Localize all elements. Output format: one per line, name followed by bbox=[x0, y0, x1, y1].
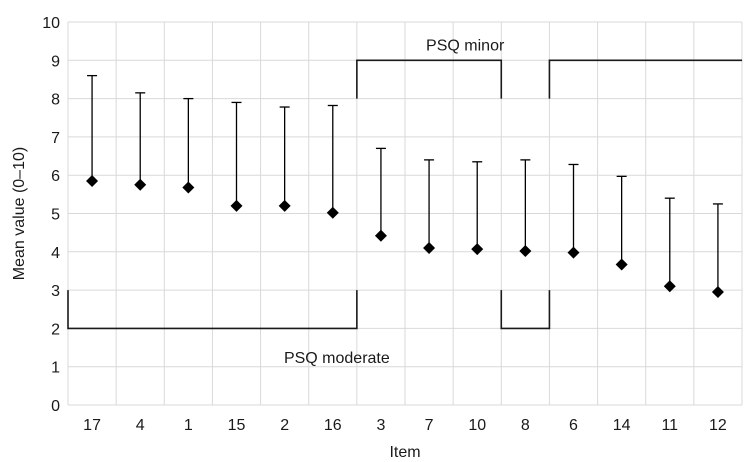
data-point bbox=[471, 243, 484, 256]
x-tick-label: 14 bbox=[613, 417, 631, 434]
annotation-psq-moderate: PSQ moderate bbox=[284, 350, 390, 367]
y-tick-label: 2 bbox=[51, 321, 60, 338]
data-point bbox=[182, 181, 195, 194]
x-tick-label: 12 bbox=[709, 417, 727, 434]
data-point bbox=[423, 241, 436, 254]
psq-minor-bracket bbox=[548, 59, 742, 99]
error-bars bbox=[87, 74, 723, 293]
x-axis-title: Item bbox=[389, 444, 420, 461]
y-tick-label: 10 bbox=[42, 15, 60, 32]
grid-lines bbox=[67, 21, 743, 406]
x-tick-labels: 17 4 1 15 2 16 3 7 10 8 6 14 11 12 bbox=[83, 417, 727, 434]
x-tick-label: 16 bbox=[324, 417, 342, 434]
data-point bbox=[711, 286, 724, 299]
y-tick-label: 9 bbox=[51, 53, 60, 70]
data-point bbox=[230, 199, 243, 212]
x-tick-label: 2 bbox=[280, 417, 289, 434]
data-points bbox=[86, 174, 724, 299]
annotation-psq-minor: PSQ minor bbox=[426, 37, 505, 54]
psq-moderate-bracket bbox=[67, 290, 358, 330]
x-tick-label: 8 bbox=[521, 417, 530, 434]
y-axis-title: Mean value (0–10) bbox=[11, 147, 28, 280]
x-tick-label: 4 bbox=[136, 417, 145, 434]
y-tick-label: 0 bbox=[51, 398, 60, 415]
data-point bbox=[374, 229, 387, 242]
y-tick-label: 5 bbox=[51, 207, 60, 224]
data-point bbox=[134, 178, 147, 191]
y-tick-label: 4 bbox=[51, 245, 60, 262]
x-tick-label: 1 bbox=[184, 417, 193, 434]
data-point bbox=[326, 206, 339, 219]
y-tick-label: 7 bbox=[51, 130, 60, 147]
data-point bbox=[86, 174, 99, 187]
x-tick-label: 10 bbox=[468, 417, 486, 434]
data-point bbox=[567, 246, 580, 259]
x-tick-label: 17 bbox=[83, 417, 101, 434]
psq-brackets bbox=[67, 59, 742, 330]
data-point bbox=[278, 199, 291, 212]
x-tick-label: 6 bbox=[569, 417, 578, 434]
y-tick-labels: 0 1 2 3 4 5 6 7 8 9 10 bbox=[42, 15, 60, 415]
x-tick-label: 15 bbox=[228, 417, 246, 434]
x-tick-label: 3 bbox=[376, 417, 385, 434]
y-tick-label: 8 bbox=[51, 92, 60, 109]
x-tick-label: 11 bbox=[661, 417, 678, 434]
data-point bbox=[615, 258, 628, 271]
y-tick-label: 1 bbox=[51, 360, 60, 377]
psq-minor-bracket bbox=[356, 59, 503, 99]
y-tick-label: 6 bbox=[51, 168, 60, 185]
x-tick-label: 7 bbox=[425, 417, 434, 434]
y-tick-label: 3 bbox=[51, 283, 60, 300]
psq-moderate-bracket bbox=[500, 290, 551, 330]
data-point bbox=[663, 280, 676, 293]
data-point bbox=[519, 245, 532, 258]
